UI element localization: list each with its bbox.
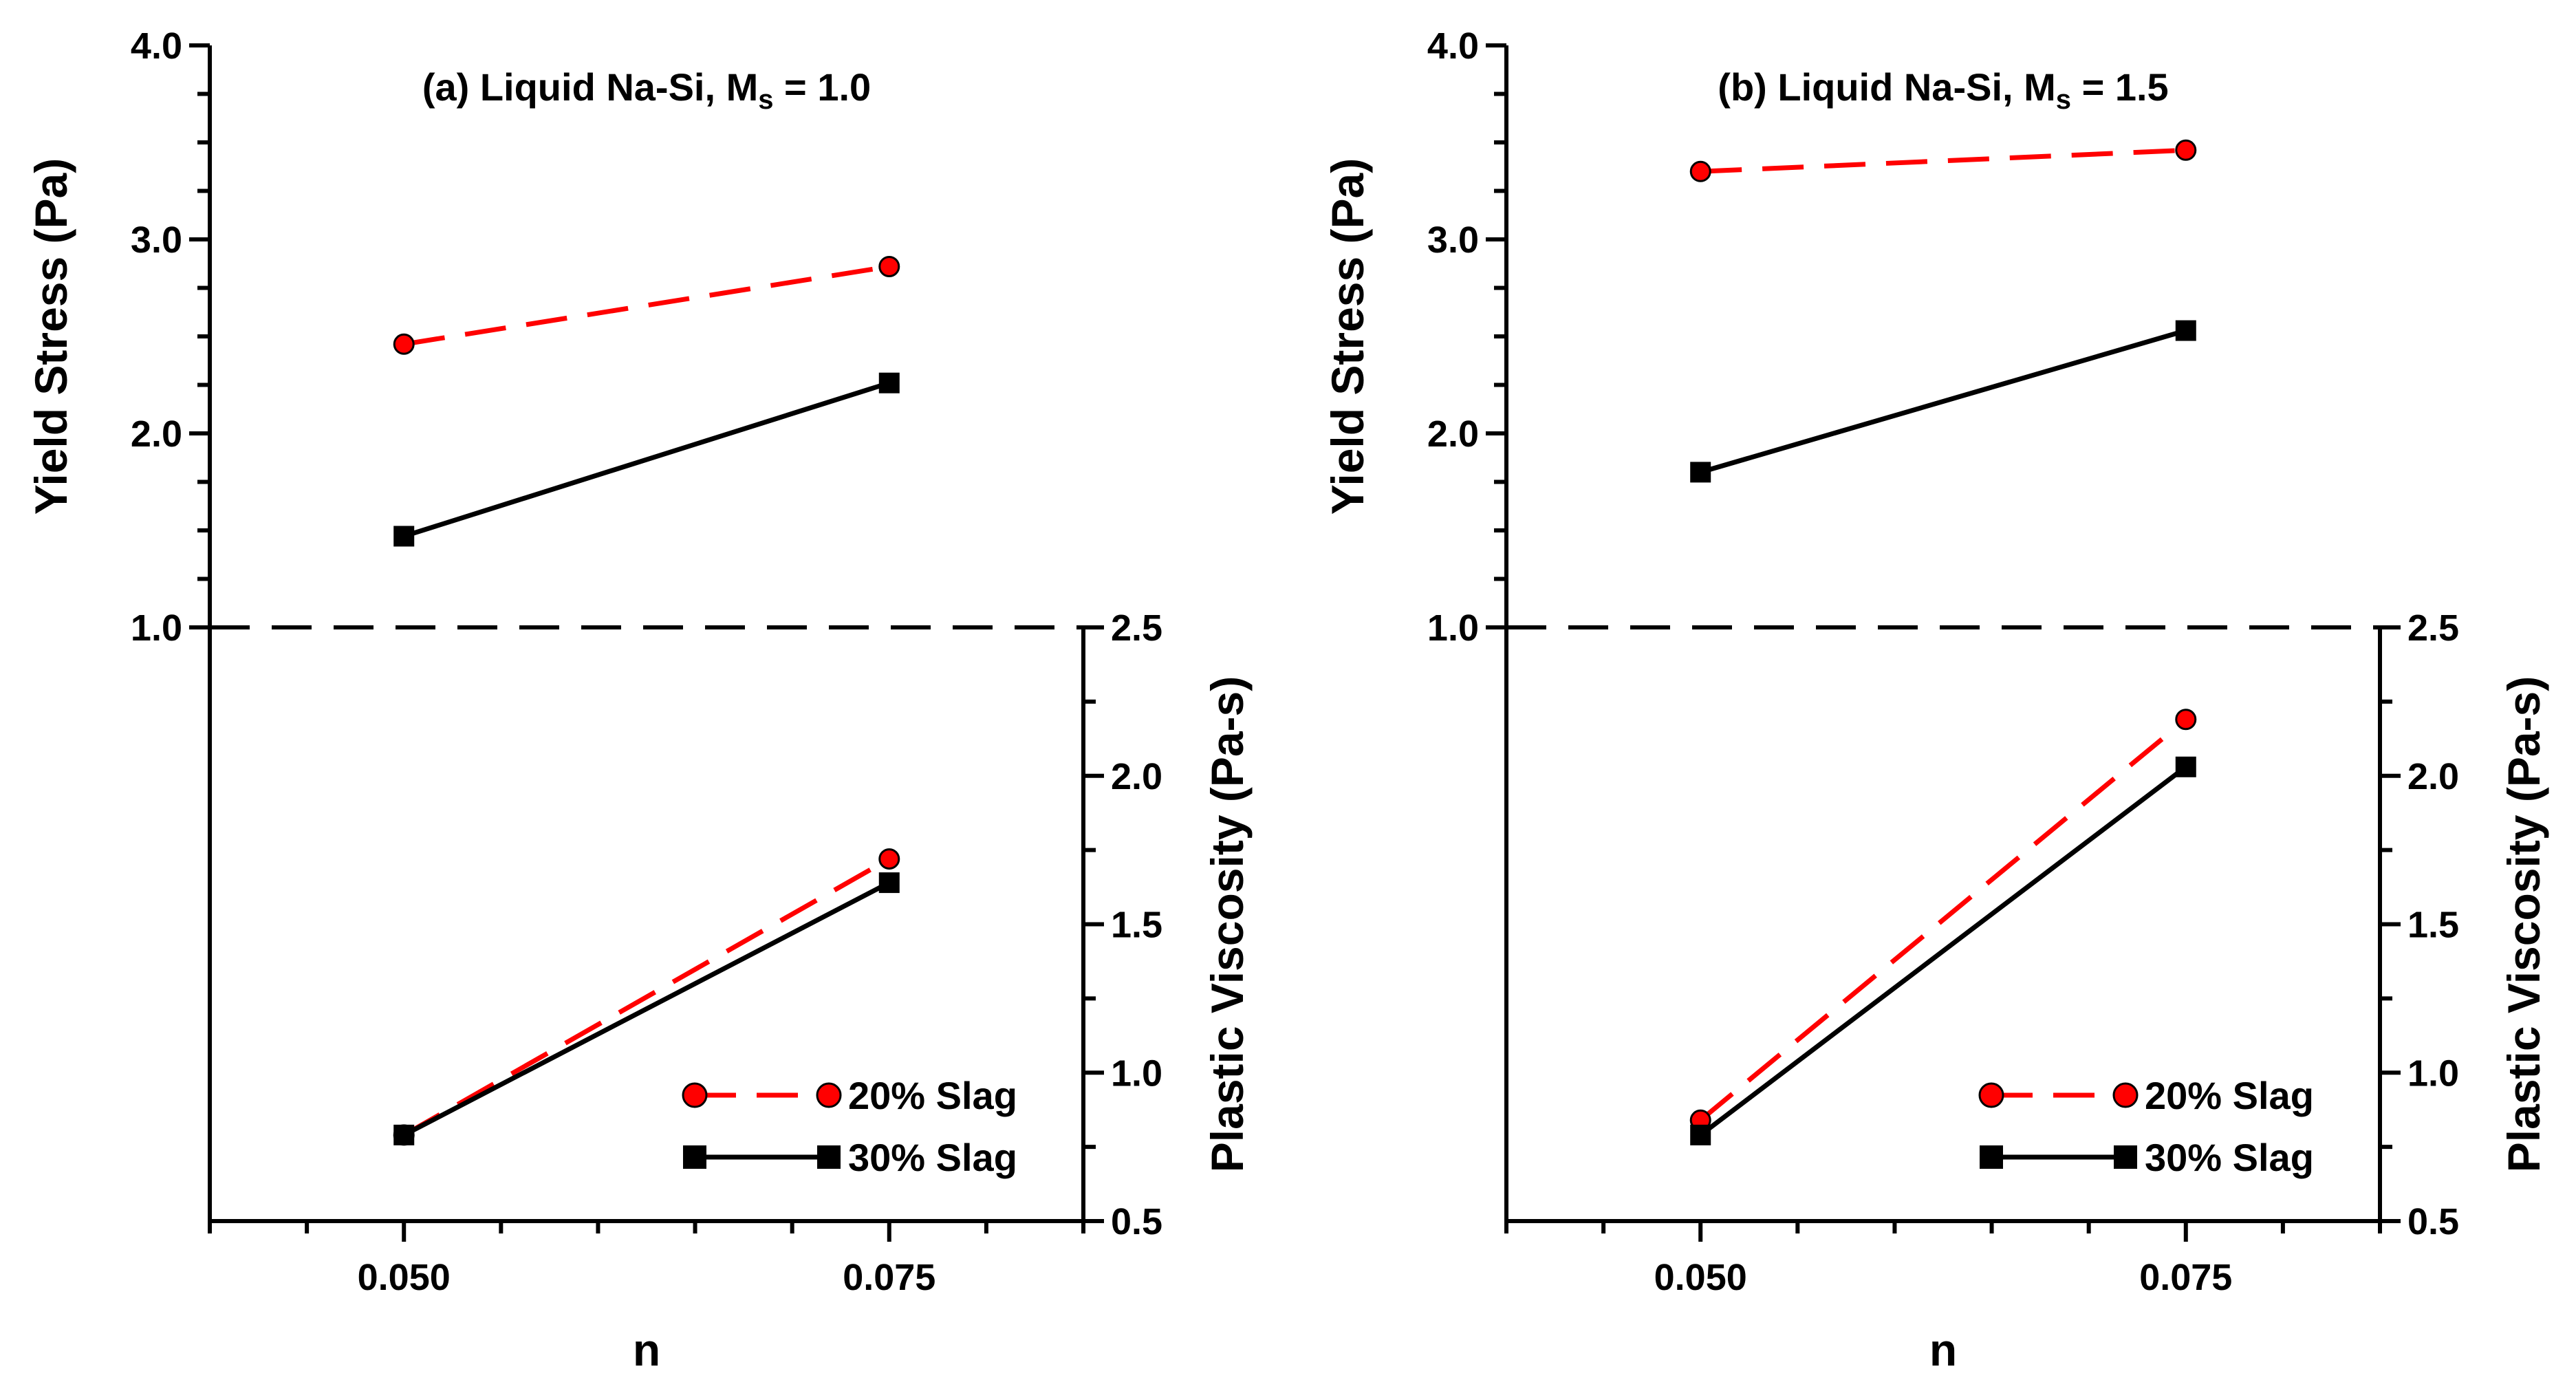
viscosity-point-30-slag bbox=[393, 1124, 415, 1145]
panel-title: (b) Liquid Na-Si, Ms = 1.5 bbox=[1718, 65, 2168, 115]
panel-title-main: (b) Liquid Na-Si, M bbox=[1718, 65, 2055, 109]
y-left-tick-label: 1.0 bbox=[1427, 607, 1479, 649]
yield-line-20-slag bbox=[1700, 147, 2186, 174]
legend-marker bbox=[1978, 1082, 2004, 1108]
yield-point-30-slag bbox=[1690, 462, 1711, 483]
legend-label: 20% Slag bbox=[2145, 1074, 2314, 1117]
legend-marker bbox=[683, 1145, 706, 1169]
y-left-tick-label: 3.0 bbox=[131, 219, 182, 261]
legend-marker bbox=[682, 1082, 708, 1108]
x-tick-label: 0.050 bbox=[358, 1257, 451, 1298]
panel-title-tail: = 1.0 bbox=[774, 65, 872, 109]
yield-point-20-slag bbox=[393, 333, 415, 355]
yield-point-30-slag bbox=[2175, 320, 2196, 341]
y-right-tick-label: 0.5 bbox=[2407, 1201, 2459, 1242]
viscosity-point-20-slag bbox=[2175, 709, 2197, 731]
y-left-tick-label: 3.0 bbox=[1427, 219, 1479, 261]
yield-point-20-slag bbox=[878, 255, 900, 277]
y-right-tick-label: 1.0 bbox=[2407, 1053, 2459, 1094]
legend-marker bbox=[816, 1082, 842, 1108]
panel-b: 1.0 2.0 3.0 4.0 0.5 1.0 1.5 2.0 2.5 0.050 0.075 n Yi… bbox=[1322, 25, 2549, 1375]
legend-label: 30% Slag bbox=[2145, 1136, 2314, 1179]
y-right-tick-label: 2.0 bbox=[2407, 756, 2459, 797]
viscosity-point-30-slag bbox=[1690, 1124, 1711, 1145]
panel-title-main: (a) Liquid Na-Si, M bbox=[422, 65, 758, 109]
legend-marker bbox=[1980, 1145, 2003, 1169]
y-right-axis-title: Plastic Viscosity (Pa-s) bbox=[2498, 676, 2549, 1172]
panel-title: (a) Liquid Na-Si, Ms = 1.0 bbox=[422, 65, 871, 115]
y-right-axis-title: Plastic Viscosity (Pa-s) bbox=[1202, 676, 1253, 1172]
yield-line-30-slag bbox=[403, 380, 890, 539]
x-tick-label: 0.075 bbox=[2139, 1257, 2232, 1298]
legend-label: 30% Slag bbox=[848, 1136, 1017, 1179]
y-left-tick-label: 2.0 bbox=[1427, 413, 1479, 455]
viscosity-line-20-slag bbox=[1698, 718, 2188, 1122]
y-left-axis-title: Yield Stress (Pa) bbox=[25, 158, 76, 515]
y-right-tick-label: 2.0 bbox=[1111, 756, 1162, 797]
yield-line-30-slag bbox=[1700, 328, 2187, 475]
yield-point-20-slag bbox=[1689, 160, 1711, 182]
y-left-tick-label: 1.0 bbox=[131, 607, 182, 649]
y-left-tick-label: 4.0 bbox=[1427, 25, 1479, 67]
y-left-tick-label: 4.0 bbox=[131, 25, 182, 67]
x-tick-label: 0.075 bbox=[843, 1257, 935, 1298]
y-right-tick-label: 2.5 bbox=[2407, 607, 2459, 649]
y-right-tick-label: 1.0 bbox=[1111, 1053, 1162, 1094]
y-right-tick-label: 1.5 bbox=[2407, 905, 2459, 946]
viscosity-line-30-slag bbox=[1699, 765, 2187, 1137]
x-axis-title: n bbox=[633, 1324, 660, 1375]
y-left-tick-label: 2.0 bbox=[131, 413, 182, 455]
viscosity-point-30-slag bbox=[2175, 756, 2196, 777]
legend-label: 20% Slag bbox=[848, 1074, 1017, 1117]
viscosity-point-30-slag bbox=[878, 872, 900, 894]
panel-a: 1.0 2.0 3.0 4.0 0.5 1.0 1.5 2.0 2.5 0.050 0.075 n Yi… bbox=[25, 25, 1253, 1375]
panel-title-tail: = 1.5 bbox=[2071, 65, 2169, 109]
yield-point-30-slag bbox=[878, 372, 900, 393]
y-left-axis-title: Yield Stress (Pa) bbox=[1322, 158, 1373, 515]
yield-point-30-slag bbox=[393, 526, 415, 547]
y-right-tick-label: 1.5 bbox=[1111, 905, 1162, 946]
y-right-tick-label: 0.5 bbox=[1111, 1201, 1162, 1242]
viscosity-line-20-slag bbox=[402, 856, 891, 1137]
legend-marker bbox=[817, 1145, 841, 1169]
yield-point-20-slag bbox=[2175, 139, 2197, 161]
legend-marker bbox=[2112, 1082, 2139, 1108]
yield-line-20-slag bbox=[403, 264, 890, 347]
x-axis-title: n bbox=[1929, 1324, 1957, 1375]
x-tick-label: 0.050 bbox=[1654, 1257, 1747, 1298]
panel-title-subscript: s bbox=[2056, 85, 2071, 115]
y-right-tick-label: 2.5 bbox=[1111, 607, 1162, 649]
panel-title-subscript: s bbox=[758, 85, 773, 115]
legend-marker bbox=[2114, 1145, 2137, 1169]
viscosity-point-20-slag bbox=[878, 848, 900, 870]
viscosity-line-30-slag bbox=[402, 880, 891, 1137]
